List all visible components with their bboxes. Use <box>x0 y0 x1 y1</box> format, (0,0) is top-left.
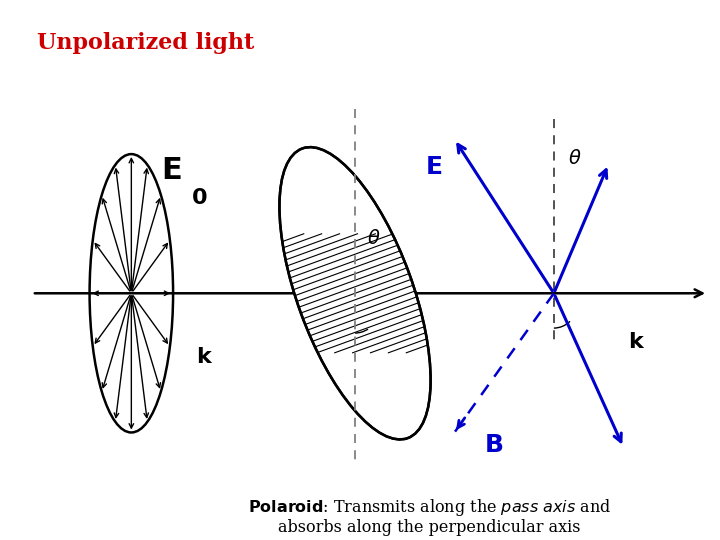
Text: $\mathbf{B}$: $\mathbf{B}$ <box>485 434 503 457</box>
Text: $\theta$: $\theta$ <box>568 149 581 168</box>
Text: $\mathbf{Polaroid}$: Transmits along the $\mathit{pass\ axis}$ and: $\mathbf{Polaroid}$: Transmits along the… <box>248 497 611 518</box>
Text: $\mathbf{E}$: $\mathbf{E}$ <box>161 155 181 186</box>
Text: $\mathbf{k}$: $\mathbf{k}$ <box>629 331 646 353</box>
Ellipse shape <box>89 154 173 433</box>
Text: $\mathbf{E}$: $\mathbf{E}$ <box>425 155 442 179</box>
Text: $\mathbf{k}$: $\mathbf{k}$ <box>196 346 213 368</box>
Ellipse shape <box>279 147 431 440</box>
Text: $\mathbf{0}$: $\mathbf{0}$ <box>191 187 207 209</box>
Text: Unpolarized light: Unpolarized light <box>37 32 254 54</box>
Text: $\theta$: $\theta$ <box>367 228 381 247</box>
Text: absorbs along the perpendicular axis: absorbs along the perpendicular axis <box>279 519 581 536</box>
